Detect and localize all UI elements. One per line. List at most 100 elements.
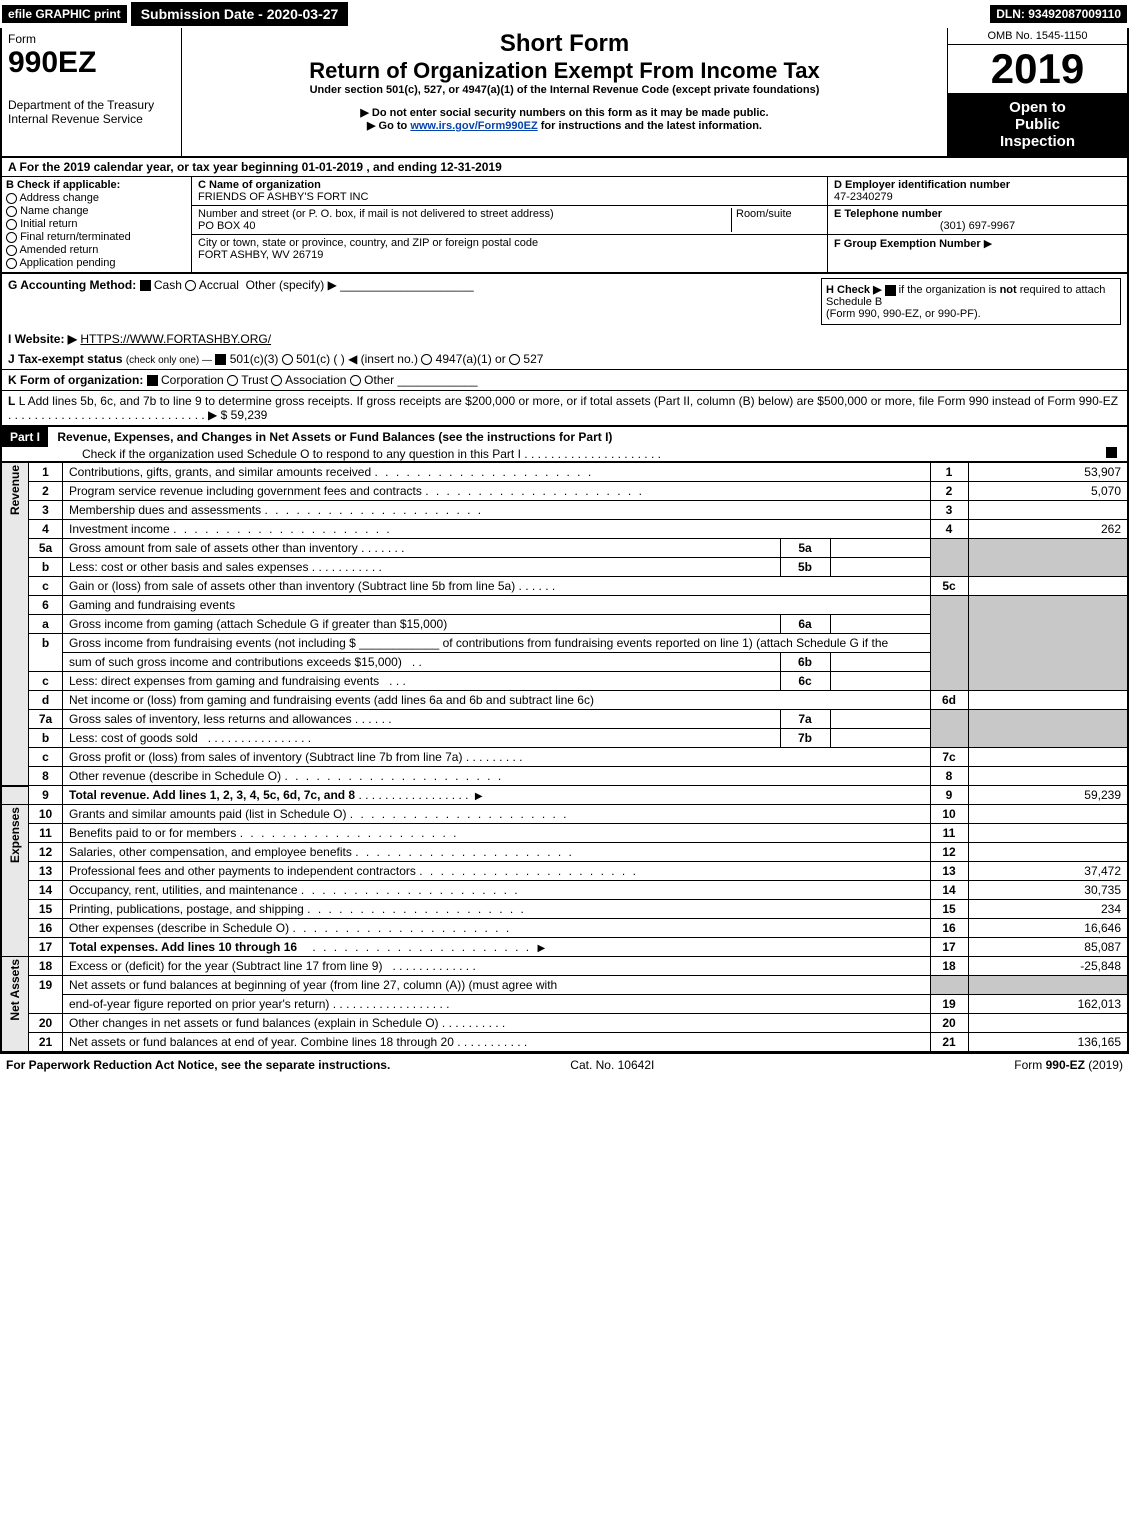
line-3-value bbox=[968, 501, 1128, 520]
line-5a-subval bbox=[830, 539, 930, 558]
arrow-icon bbox=[472, 788, 486, 802]
line-8-text: Other revenue (describe in Schedule O) bbox=[69, 769, 281, 783]
phone-value: (301) 697-9967 bbox=[834, 220, 1121, 232]
open-line3: Inspection bbox=[950, 133, 1125, 150]
line-17-value: 85,087 bbox=[968, 938, 1128, 957]
line-6d-no: d bbox=[29, 691, 63, 710]
g-label: G Accounting Method: bbox=[8, 278, 136, 292]
open-line2: Public bbox=[950, 116, 1125, 133]
chk-accrual[interactable] bbox=[185, 280, 196, 291]
line-6-text: Gaming and fundraising events bbox=[63, 596, 931, 615]
title-main: Return of Organization Exempt From Incom… bbox=[190, 58, 939, 84]
dln-label: DLN: 93492087009110 bbox=[990, 5, 1127, 23]
line-11-value bbox=[968, 824, 1128, 843]
efile-print-button[interactable]: efile GRAPHIC print bbox=[2, 5, 127, 23]
line-7c-no: c bbox=[29, 748, 63, 767]
line-4-num: 4 bbox=[930, 520, 968, 539]
chk-501c3[interactable] bbox=[215, 354, 226, 365]
j-527: 527 bbox=[523, 352, 543, 366]
line-4-text: Investment income bbox=[69, 522, 170, 536]
b-opt5: Amended return bbox=[19, 244, 98, 256]
line-13-no: 13 bbox=[29, 862, 63, 881]
revenue-end-cap bbox=[1, 786, 29, 805]
chk-501c[interactable] bbox=[282, 354, 293, 365]
line-19-text2: end-of-year figure reported on prior yea… bbox=[69, 997, 329, 1011]
line-6a-text: Gross income from gaming (attach Schedul… bbox=[69, 617, 447, 631]
line-2-text: Program service revenue including govern… bbox=[69, 484, 422, 498]
chk-address-change[interactable] bbox=[6, 193, 17, 204]
gross-receipts-value: 59,239 bbox=[231, 408, 268, 422]
line-7b-text: Less: cost of goods sold bbox=[69, 731, 198, 745]
line-14-num: 14 bbox=[930, 881, 968, 900]
b-opt2: Name change bbox=[20, 205, 89, 217]
line-8-no: 8 bbox=[29, 767, 63, 786]
line-2-no: 2 bbox=[29, 482, 63, 501]
line-5a-no: 5a bbox=[29, 539, 63, 558]
h-text4: (Form 990, 990-EZ, or 990-PF). bbox=[826, 308, 981, 320]
b-opt3: Initial return bbox=[20, 218, 77, 230]
chk-corporation[interactable] bbox=[147, 375, 158, 386]
website-value[interactable]: HTTPS://WWW.FORTASHBY.ORG/ bbox=[80, 332, 271, 346]
line-6b-text2: of contributions from fundraising events… bbox=[443, 636, 889, 650]
line-20-text: Other changes in net assets or fund bala… bbox=[69, 1016, 439, 1030]
chk-527[interactable] bbox=[509, 354, 520, 365]
line-12-no: 12 bbox=[29, 843, 63, 862]
irs-link[interactable]: www.irs.gov/Form990EZ bbox=[410, 120, 537, 132]
line-19-value: 162,013 bbox=[968, 995, 1128, 1014]
part1-tag: Part I bbox=[2, 427, 48, 447]
line-13-value: 37,472 bbox=[968, 862, 1128, 881]
line-5c-value bbox=[968, 577, 1128, 596]
chk-h[interactable] bbox=[885, 285, 896, 296]
line-5a-text: Gross amount from sale of assets other t… bbox=[69, 541, 358, 555]
chk-4947[interactable] bbox=[421, 354, 432, 365]
chk-initial-return[interactable] bbox=[6, 219, 17, 230]
chk-other-org[interactable] bbox=[350, 375, 361, 386]
goto-post: for instructions and the latest informat… bbox=[538, 120, 762, 132]
tax-period-row: A For the 2019 calendar year, or tax yea… bbox=[0, 158, 1129, 177]
section-g: G Accounting Method: Cash Accrual Other … bbox=[8, 278, 821, 325]
line-5a-sub: 5a bbox=[780, 539, 830, 558]
footer-catno: Cat. No. 10642I bbox=[570, 1058, 654, 1072]
chk-association[interactable] bbox=[271, 375, 282, 386]
revenue-side-label: Revenue bbox=[1, 463, 29, 786]
chk-trust[interactable] bbox=[227, 375, 238, 386]
line-16-no: 16 bbox=[29, 919, 63, 938]
line-20-no: 20 bbox=[29, 1014, 63, 1033]
chk-final-return[interactable] bbox=[6, 232, 17, 243]
line-7a-no: 7a bbox=[29, 710, 63, 729]
info-grid: B Check if applicable: Address change Na… bbox=[0, 177, 1129, 274]
row-j: J Tax-exempt status (check only one) — 5… bbox=[0, 349, 1129, 370]
section-c: C Name of organization FRIENDS OF ASHBY'… bbox=[192, 177, 827, 272]
title-short-form: Short Form bbox=[190, 30, 939, 58]
irs-label: Internal Revenue Service bbox=[8, 112, 175, 126]
line-6a-no: a bbox=[29, 615, 63, 634]
line-5c-no: c bbox=[29, 577, 63, 596]
section-def: D Employer identification number 47-2340… bbox=[827, 177, 1127, 272]
g-accrual: Accrual bbox=[199, 278, 239, 292]
line-5b-sub: 5b bbox=[780, 558, 830, 577]
footer-left: For Paperwork Reduction Act Notice, see … bbox=[6, 1058, 390, 1072]
line-6b-sub: 6b bbox=[780, 653, 830, 672]
line-6d-num: 6d bbox=[930, 691, 968, 710]
dept-label: Department of the Treasury bbox=[8, 98, 175, 112]
chk-cash[interactable] bbox=[140, 280, 151, 291]
line-6b-subval bbox=[830, 653, 930, 672]
line-5c-num: 5c bbox=[930, 577, 968, 596]
chk-name-change[interactable] bbox=[6, 206, 17, 217]
chk-application-pending[interactable] bbox=[6, 258, 17, 269]
part1-title: Revenue, Expenses, and Changes in Net As… bbox=[51, 428, 618, 446]
f-arrow: ▶ bbox=[984, 238, 992, 250]
line-7c-value bbox=[968, 748, 1128, 767]
h-pre: H Check ▶ bbox=[826, 284, 882, 296]
line-6d-value bbox=[968, 691, 1128, 710]
line-19-text1: Net assets or fund balances at beginning… bbox=[63, 976, 931, 995]
k-other: Other bbox=[364, 373, 394, 387]
line-14-text: Occupancy, rent, utilities, and maintena… bbox=[69, 883, 298, 897]
line-6c-no: c bbox=[29, 672, 63, 691]
chk-schedule-o-part1[interactable] bbox=[1106, 447, 1117, 458]
line-9-value: 59,239 bbox=[968, 786, 1128, 805]
line-7b-subval bbox=[830, 729, 930, 748]
l-text: L Add lines 5b, 6c, and 7b to line 9 to … bbox=[19, 394, 1118, 408]
chk-amended-return[interactable] bbox=[6, 245, 17, 256]
line-4-value: 262 bbox=[968, 520, 1128, 539]
